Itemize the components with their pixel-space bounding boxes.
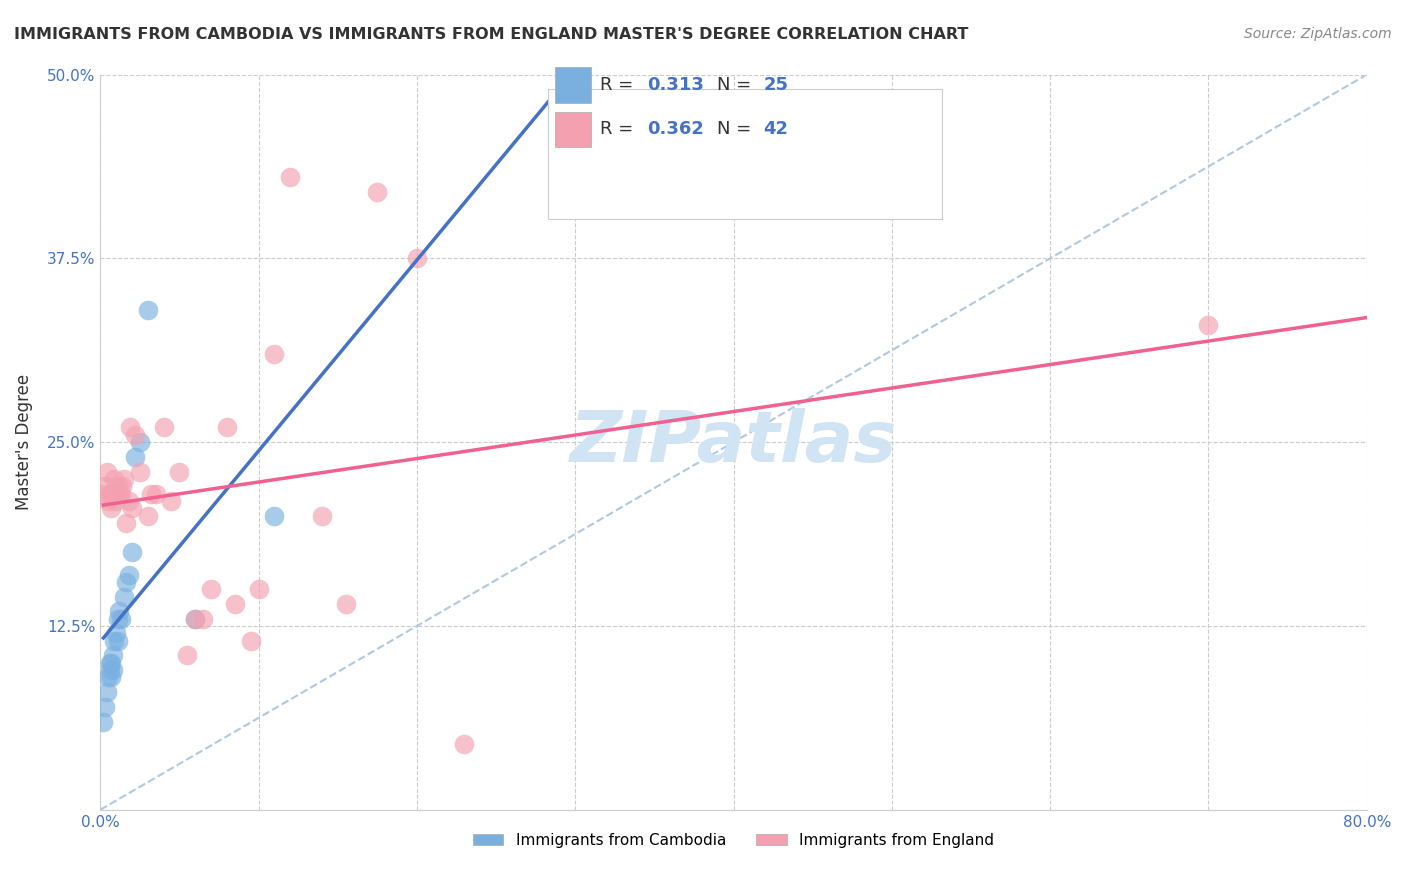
Point xyxy=(114,516,136,530)
Point xyxy=(118,567,141,582)
Text: R =: R = xyxy=(600,76,640,94)
Point xyxy=(224,597,246,611)
Point xyxy=(110,486,132,500)
Point xyxy=(121,545,143,559)
Point xyxy=(97,494,120,508)
Point xyxy=(239,633,262,648)
Text: N =: N = xyxy=(717,120,756,138)
Text: 0.313: 0.313 xyxy=(647,76,703,94)
Text: 25: 25 xyxy=(763,76,789,94)
Point xyxy=(200,582,222,597)
Point xyxy=(169,465,191,479)
Point xyxy=(128,465,150,479)
Point xyxy=(118,494,141,508)
Point xyxy=(176,648,198,663)
Point xyxy=(108,486,131,500)
Point xyxy=(93,486,115,500)
Text: IMMIGRANTS FROM CAMBODIA VS IMMIGRANTS FROM ENGLAND MASTER'S DEGREE CORRELATION : IMMIGRANTS FROM CAMBODIA VS IMMIGRANTS F… xyxy=(14,27,969,42)
Point xyxy=(278,170,301,185)
Point xyxy=(1198,318,1220,332)
Point xyxy=(128,435,150,450)
Point xyxy=(100,656,122,670)
Point xyxy=(101,663,124,677)
Point xyxy=(103,472,125,486)
Point xyxy=(136,302,159,317)
Point xyxy=(96,685,118,699)
Point xyxy=(98,663,121,677)
Point xyxy=(94,699,117,714)
Point xyxy=(335,597,357,611)
Point xyxy=(263,347,285,361)
Point xyxy=(184,612,207,626)
Point xyxy=(124,450,146,464)
Point xyxy=(100,670,122,684)
Point xyxy=(105,626,128,640)
Point xyxy=(215,420,238,434)
Point xyxy=(139,486,162,500)
Point xyxy=(96,465,118,479)
Point xyxy=(110,612,132,626)
Point xyxy=(124,427,146,442)
Point xyxy=(145,486,167,500)
Point xyxy=(191,612,214,626)
Point xyxy=(247,582,270,597)
Point xyxy=(112,590,135,604)
Legend: Immigrants from Cambodia, Immigrants from England: Immigrants from Cambodia, Immigrants fro… xyxy=(467,826,1001,854)
Point xyxy=(184,612,207,626)
Point xyxy=(112,472,135,486)
Point xyxy=(120,420,142,434)
Point xyxy=(311,508,333,523)
Point xyxy=(121,501,143,516)
Point xyxy=(108,604,131,618)
Point xyxy=(406,252,429,266)
Text: 42: 42 xyxy=(763,120,789,138)
Text: N =: N = xyxy=(717,76,756,94)
Text: 0.362: 0.362 xyxy=(647,120,703,138)
Text: R =: R = xyxy=(600,120,640,138)
Point xyxy=(103,633,125,648)
Point xyxy=(107,479,129,493)
Text: Source: ZipAtlas.com: Source: ZipAtlas.com xyxy=(1244,27,1392,41)
Point xyxy=(107,612,129,626)
Point xyxy=(94,479,117,493)
Point xyxy=(111,479,134,493)
Point xyxy=(114,574,136,589)
Y-axis label: Master's Degree: Master's Degree xyxy=(15,374,32,510)
Point xyxy=(152,420,174,434)
Point xyxy=(366,185,388,199)
Point xyxy=(136,508,159,523)
Point xyxy=(100,501,122,516)
Point xyxy=(160,494,183,508)
Point xyxy=(453,737,475,751)
Point xyxy=(98,486,121,500)
Point xyxy=(107,633,129,648)
Point xyxy=(101,648,124,663)
Point xyxy=(97,670,120,684)
Point xyxy=(93,714,115,729)
Point xyxy=(98,656,121,670)
Point xyxy=(263,508,285,523)
Text: ZIPatlas: ZIPatlas xyxy=(569,408,897,476)
Point xyxy=(105,494,128,508)
Point xyxy=(101,486,124,500)
